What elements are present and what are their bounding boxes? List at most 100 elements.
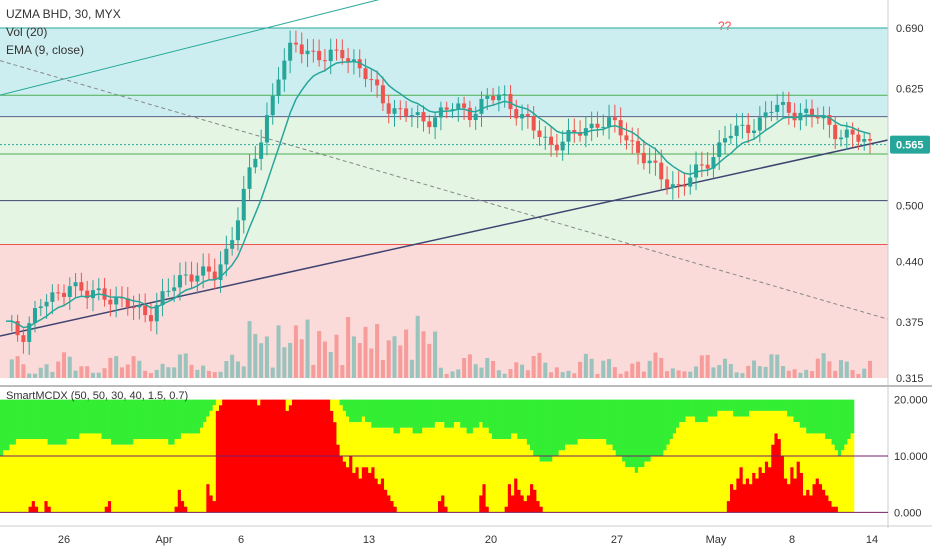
candle-body bbox=[398, 108, 403, 110]
indicator-yellow bbox=[682, 422, 687, 513]
indicator-yellow bbox=[88, 433, 93, 513]
indicator-yellow bbox=[66, 439, 71, 513]
indicator-yellow bbox=[657, 456, 661, 513]
indicator-red bbox=[733, 489, 737, 513]
candle-body bbox=[85, 290, 90, 299]
indicator-green bbox=[647, 399, 652, 462]
indicator-green bbox=[387, 399, 391, 428]
indicator-green bbox=[549, 399, 553, 462]
volume-bar bbox=[444, 373, 449, 378]
indicator-yellow bbox=[768, 410, 772, 468]
volume-bar bbox=[525, 370, 530, 378]
indicator-yellow bbox=[720, 410, 725, 513]
volume-bar bbox=[357, 343, 362, 378]
indicator-yellow bbox=[174, 439, 179, 507]
volume-bar bbox=[867, 360, 873, 378]
candle-body bbox=[479, 98, 484, 114]
indicator-yellow bbox=[418, 433, 423, 513]
indicator-green bbox=[593, 399, 598, 440]
candle-body bbox=[612, 117, 617, 121]
indicator-yellow bbox=[82, 433, 87, 513]
indicator-red bbox=[726, 501, 731, 513]
indicator-yellow bbox=[177, 439, 182, 490]
candle-body bbox=[514, 109, 519, 119]
indicator-yellow bbox=[387, 427, 391, 496]
indicator-red bbox=[768, 467, 772, 513]
volume-bar bbox=[804, 369, 809, 378]
candle-body bbox=[15, 320, 20, 336]
indicator-yellow bbox=[15, 439, 20, 513]
volume-bar bbox=[154, 369, 159, 378]
candle-body bbox=[340, 49, 345, 59]
volume-bar bbox=[485, 357, 490, 378]
indicator-yellow bbox=[631, 467, 636, 513]
indicator-yellow bbox=[701, 422, 706, 513]
indicator-yellow bbox=[95, 433, 99, 513]
indicator-green bbox=[533, 399, 537, 456]
indicator-green bbox=[504, 399, 509, 440]
indicator-green bbox=[469, 399, 474, 434]
candle-body bbox=[404, 108, 409, 117]
candle-body bbox=[67, 286, 72, 297]
indicator-yellow bbox=[850, 433, 855, 513]
candle-body bbox=[682, 185, 687, 187]
volume-bar bbox=[224, 361, 229, 378]
indicator-green bbox=[203, 399, 207, 423]
indicator-yellow bbox=[345, 416, 350, 468]
indicator-green bbox=[761, 399, 766, 411]
candle-body bbox=[740, 124, 745, 126]
indicator-green bbox=[841, 399, 845, 451]
symbol-label: UZMA BHD, 30, MYX bbox=[6, 7, 121, 21]
candle-body bbox=[224, 248, 229, 265]
indicator-green bbox=[479, 399, 483, 423]
indicator-green bbox=[631, 399, 636, 468]
indicator-green bbox=[625, 399, 629, 468]
indicator-green bbox=[377, 399, 382, 428]
candle-body bbox=[752, 130, 757, 134]
indicator-green bbox=[796, 399, 801, 423]
indicator-yellow bbox=[107, 439, 112, 502]
indicator-label: SmartMCDX (50, 50, 30, 40, 1.5, 0.7) bbox=[6, 390, 189, 402]
indicator-green bbox=[358, 399, 363, 423]
candle-body bbox=[827, 115, 832, 125]
indicator-yellow bbox=[406, 427, 410, 513]
indicator-green bbox=[190, 399, 195, 434]
indicator-green bbox=[412, 399, 417, 434]
indicator-yellow bbox=[444, 427, 449, 507]
volume-bar bbox=[247, 321, 252, 378]
candle-body bbox=[177, 275, 182, 288]
indicator-green bbox=[85, 399, 90, 434]
indicator-yellow bbox=[707, 416, 712, 513]
candle-body bbox=[543, 136, 548, 138]
indicator-yellow bbox=[822, 433, 826, 490]
indicator-yellow bbox=[580, 439, 585, 513]
indicator-yellow bbox=[193, 433, 198, 513]
indicator-yellow bbox=[552, 456, 556, 513]
candle-body bbox=[56, 292, 61, 294]
indicator-red bbox=[742, 484, 747, 513]
indicator-green bbox=[152, 399, 157, 440]
indicator-yellow bbox=[780, 410, 785, 456]
candle-body bbox=[711, 157, 716, 169]
indicator-yellow bbox=[339, 405, 344, 456]
volume-bar bbox=[380, 360, 385, 378]
indicator-green bbox=[847, 399, 852, 440]
candle-body bbox=[821, 115, 826, 119]
indicator-green bbox=[844, 399, 848, 445]
volume-bar bbox=[647, 360, 652, 378]
indicator-green bbox=[352, 399, 356, 423]
indicator-yellow bbox=[180, 433, 185, 502]
indicator-yellow bbox=[361, 416, 366, 468]
candle-body bbox=[270, 95, 275, 116]
indicator-yellow bbox=[834, 450, 839, 507]
candle-body bbox=[125, 298, 130, 308]
indicator-yellow bbox=[799, 427, 804, 473]
indicator-yellow bbox=[609, 444, 614, 513]
indicator-yellow bbox=[831, 444, 836, 507]
candle-body bbox=[357, 59, 362, 69]
indicator-green bbox=[104, 399, 109, 440]
indicator-green bbox=[685, 399, 690, 417]
indicator-yellow bbox=[92, 433, 96, 513]
volume-bar bbox=[230, 354, 235, 378]
indicator-yellow bbox=[685, 416, 690, 513]
